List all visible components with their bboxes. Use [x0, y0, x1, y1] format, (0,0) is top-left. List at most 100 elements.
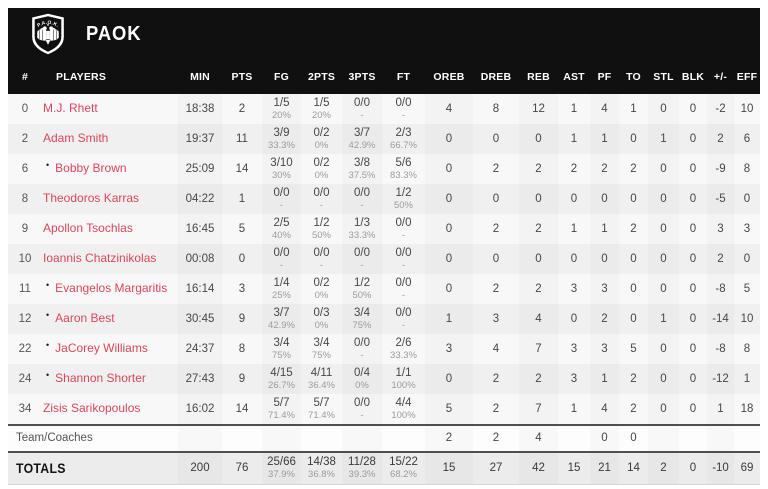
player-cell-min: 04:22 — [185, 192, 215, 205]
player-cell-ft: 0/0- — [382, 214, 425, 244]
player-cell-pts: 3 — [238, 282, 246, 295]
player-p3-percentage: - — [360, 259, 364, 271]
player-cell-fg: 3/7 42.9% — [262, 304, 301, 334]
col-header-ast: AST — [563, 71, 585, 83]
totals-cell-min: 200 — [190, 462, 210, 475]
team-cell-reb: 4 — [535, 432, 542, 445]
col-header-p2: 2PTS — [307, 71, 336, 83]
totals-p3-percentage: 39.3% — [348, 469, 376, 481]
player-cell-pf: 3 — [601, 342, 608, 355]
player-cell-min: 19:37 — [185, 132, 215, 145]
player-p2-percentage: 20% — [311, 109, 331, 121]
player-p2-made-attempted: 0/3 — [313, 306, 330, 319]
team-cell-oreb: 2 — [445, 432, 453, 445]
player-cell-min: 24:37 — [185, 342, 215, 355]
player-cell-p2: 1/2 50% — [301, 214, 342, 244]
player-p3-made-attempted: 0/0 — [354, 246, 370, 259]
player-name-link[interactable]: • Bobby Brown — [42, 154, 178, 184]
player-p2-percentage: - — [319, 259, 324, 271]
player-p3-made-attempted: 3/4 — [354, 306, 370, 319]
player-name-link[interactable]: Adam Smith — [42, 124, 178, 154]
player-p3-percentage: 0% — [355, 379, 369, 391]
totals-ft-made-attempted: 15/22 — [389, 456, 418, 469]
col-header-oreb: OREB — [433, 71, 465, 83]
player-cell-ft: 0/0- — [382, 244, 425, 274]
player-cell-oreb: 5 — [445, 402, 453, 415]
player-name-link[interactable]: M.J. Rhett — [42, 94, 178, 124]
player-cell-dreb: 3 — [492, 312, 500, 325]
player-cell-p3: 0/0- — [342, 184, 382, 214]
player-cell-pf: 0 — [601, 252, 608, 265]
player-cell-ft: 2/6 33.3% — [382, 334, 425, 364]
player-fg-made-attempted: 0/0 — [273, 186, 290, 199]
col-header-ft: FT — [396, 71, 411, 83]
player-cell-plus_minus: 2 — [717, 252, 724, 265]
player-cell-reb: 0 — [535, 252, 542, 265]
player-fg-made-attempted: 2/5 — [273, 216, 290, 229]
player-p2-made-attempted: 5/7 — [313, 396, 330, 409]
player-name-link[interactable]: • JaCorey Williams — [42, 334, 178, 364]
player-cell-oreb: 3 — [445, 342, 453, 355]
player-cell-stl: 0 — [660, 252, 667, 265]
player-cell-ast: 1 — [570, 102, 578, 115]
player-name-text: Bobby Brown — [55, 161, 127, 176]
player-cell-pf: 1 — [601, 132, 608, 145]
player-number: 0 — [21, 102, 29, 115]
player-name-link[interactable]: Ioannis Chatzinikolas — [42, 244, 178, 274]
player-cell-p2: 0/3 0% — [301, 304, 342, 334]
player-cell-p3: 3/8 37.5% — [342, 154, 382, 184]
player-cell-pf: 2 — [601, 312, 608, 325]
team-cell-pf: 0 — [601, 432, 608, 445]
player-cell-fg: 4/15 26.7% — [262, 364, 301, 394]
player-ft-percentage: 83.3% — [390, 169, 417, 181]
team-cell-ast — [558, 426, 590, 451]
starter-indicator-icon: • — [46, 309, 50, 320]
player-fg-made-attempted: 3/9 — [273, 126, 290, 139]
player-number: 10 — [18, 252, 32, 265]
totals-p2-made-attempted: 14/38 — [307, 456, 336, 469]
player-cell-to: 2 — [630, 372, 637, 385]
team-cell-pts — [222, 426, 262, 451]
player-cell-eff: 0 — [743, 252, 751, 265]
player-number: 22 — [18, 342, 32, 355]
player-ft-made-attempted: 2/6 — [395, 336, 412, 349]
player-cell-oreb: 0 — [445, 282, 453, 295]
player-p2-percentage: 0% — [314, 139, 329, 151]
player-name-link[interactable]: • Aaron Best — [42, 304, 178, 334]
player-number: 11 — [19, 282, 31, 295]
player-cell-plus_minus: -9 — [715, 162, 726, 175]
player-cell-to: 2 — [630, 402, 637, 415]
player-ft-percentage: 50% — [393, 199, 413, 211]
col-header-min: MIN — [190, 71, 210, 83]
player-fg-percentage: 20% — [271, 109, 291, 121]
player-cell-fg: 3/9 33.3% — [262, 124, 301, 154]
player-p2-percentage: 0% — [314, 289, 329, 301]
player-cell-fg: 2/5 40% — [262, 214, 301, 244]
team-coaches-row: Team/Coaches 2 2 4 0 0 — [8, 424, 760, 451]
paok-logo: P.A.O.K. — [32, 13, 64, 55]
player-cell-p2: 0/0- — [301, 184, 342, 214]
player-cell-fg: 5/7 71.4% — [262, 394, 301, 424]
player-number: 6 — [21, 162, 29, 175]
totals-cell-ast: 15 — [567, 462, 581, 475]
player-cell-reb: 7 — [535, 342, 542, 355]
player-cell-plus_minus: 2 — [717, 132, 724, 145]
player-cell-to: 0 — [630, 132, 637, 145]
player-cell-blk: 0 — [689, 282, 697, 295]
player-number: 12 — [18, 312, 32, 325]
totals-p3-made-attempted: 11/28 — [348, 456, 376, 469]
player-name-link[interactable]: • Shannon Shorter — [42, 364, 178, 394]
player-cell-pts: 14 — [235, 402, 249, 415]
totals-cell-stl: 2 — [660, 462, 667, 475]
player-name-link[interactable]: Apollon Tsochlas — [42, 214, 178, 244]
player-ft-made-attempted: 1/1 — [395, 366, 412, 379]
player-name-link[interactable]: Theodoros Karras — [42, 184, 178, 214]
player-cell-pf: 2 — [601, 162, 608, 175]
player-cell-blk: 0 — [689, 222, 697, 235]
player-ft-percentage: - — [401, 109, 406, 121]
player-cell-stl: 0 — [660, 282, 667, 295]
team-cell-stl — [648, 426, 679, 451]
player-name-link[interactable]: • Evangelos Margaritis — [42, 274, 178, 304]
player-cell-pts: 2 — [238, 102, 246, 115]
player-name-link[interactable]: Zisis Sarikopoulos — [42, 394, 178, 424]
